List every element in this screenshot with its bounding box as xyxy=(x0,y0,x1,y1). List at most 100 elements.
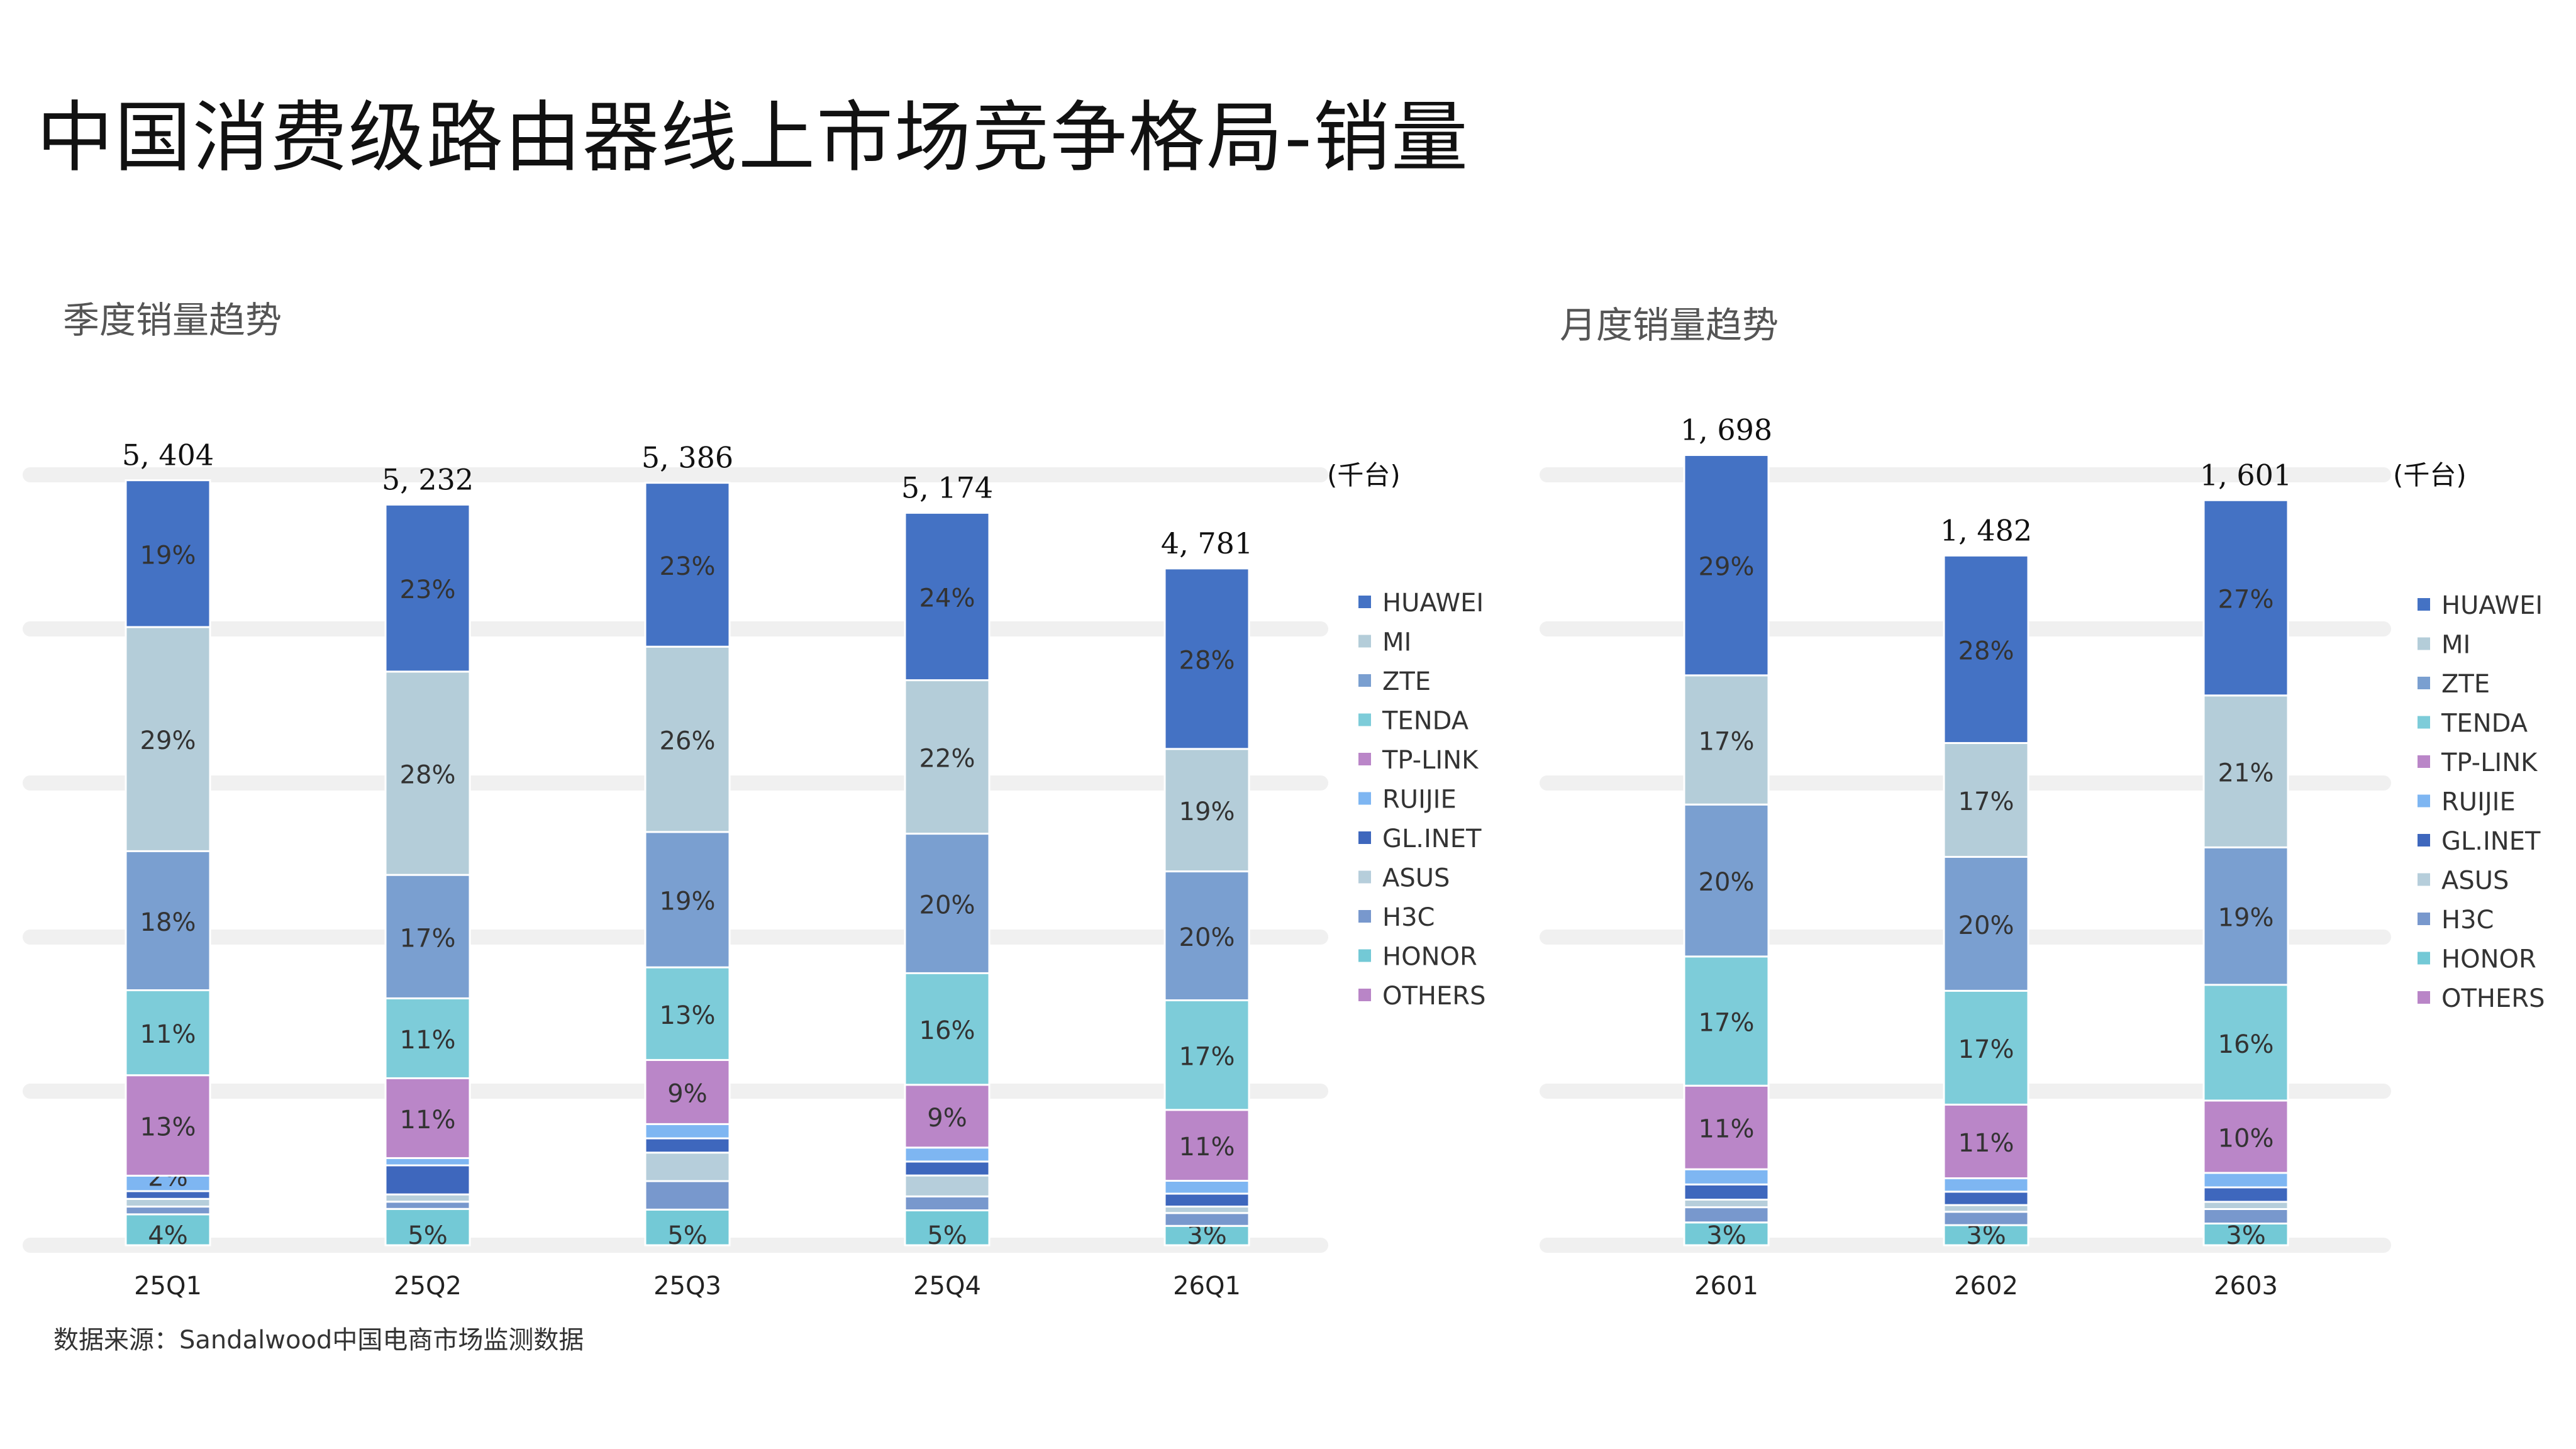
monthly-bar-segment-mi xyxy=(2202,694,2289,848)
quarterly-legend-swatch xyxy=(1358,831,1371,844)
monthly-bar-segment-zte xyxy=(1943,855,2029,992)
monthly-unit-label: (千台) xyxy=(2393,460,2467,491)
monthly-data-label: 17% xyxy=(1958,787,2014,816)
monthly-legend-swatch xyxy=(2418,677,2430,689)
monthly-data-label: 19% xyxy=(2218,904,2274,933)
quarterly-unit-label: (千台) xyxy=(1327,460,1401,491)
quarterly-data-label: 5% xyxy=(408,1221,447,1250)
quarterly-legend-swatch xyxy=(1358,713,1371,726)
quarterly-data-label: 11% xyxy=(400,1026,456,1055)
quarterly-data-label: 16% xyxy=(919,1016,975,1045)
quarterly-data-label: 17% xyxy=(400,924,456,953)
quarterly-data-label: 13% xyxy=(660,1001,716,1030)
quarterly-data-label: 28% xyxy=(1179,646,1235,675)
monthly-legend-swatch xyxy=(2418,794,2430,808)
monthly-legend-label: H3C xyxy=(2441,906,2494,935)
quarterly-legend-swatch xyxy=(1358,753,1371,765)
quarterly-bar-segment-huawei xyxy=(644,482,731,648)
quarterly-bar-segment-h3c xyxy=(644,1180,731,1211)
monthly-bar-segment-glinet xyxy=(2202,1186,2289,1203)
monthly-bar-segment-tplink xyxy=(1943,1103,2029,1180)
quarterly-legend-label: GL.INET xyxy=(1382,824,1482,853)
quarterly-bar-segment-tplink xyxy=(384,1077,471,1159)
quarterly-bar-segment-tplink xyxy=(644,1058,731,1125)
monthly-chart-title: 月度销量趋势 xyxy=(1560,304,1779,347)
quarterly-data-label: 18% xyxy=(140,908,196,937)
monthly-data-label: 20% xyxy=(1699,868,1755,897)
monthly-data-label: 29% xyxy=(1699,553,1755,582)
quarterly-data-label: 29% xyxy=(140,726,196,755)
monthly-legend-label: GL.INET xyxy=(2441,827,2541,856)
quarterly-bar-segment-huawei xyxy=(1163,567,1250,750)
quarterly-bar-segment-mi xyxy=(904,679,991,835)
monthly-bar-segment-mi xyxy=(1943,741,2029,858)
monthly-data-label: 20% xyxy=(1958,911,2014,940)
monthly-bar-segment-tenda xyxy=(1683,955,1770,1087)
quarterly-legend-label: ZTE xyxy=(1382,667,1431,696)
monthly-data-label: 10% xyxy=(2218,1124,2274,1153)
quarterly-bar-segment-zte xyxy=(125,850,211,992)
monthly-bar-segment-tenda xyxy=(1943,989,2029,1106)
quarterly-legend-swatch xyxy=(1358,635,1371,648)
monthly-bar-segment-honor xyxy=(1683,1221,1770,1246)
quarterly-legend-label: ASUS xyxy=(1382,864,1450,893)
quarterly-bar-segment-zte xyxy=(384,874,471,999)
quarterly-data-label: 20% xyxy=(1179,923,1235,952)
quarterly-bar-segment-huawei xyxy=(904,511,991,682)
monthly-bar-segment-h3c xyxy=(1943,1211,2029,1226)
quarterly-legend-swatch xyxy=(1358,596,1371,608)
quarterly-data-label: 17% xyxy=(1179,1043,1235,1072)
quarterly-data-label: 4% xyxy=(148,1221,187,1250)
monthly-bar-segment-asus xyxy=(2202,1201,2289,1210)
monthly-bar-segment-ruijie xyxy=(2202,1172,2289,1189)
monthly-legend-label: ASUS xyxy=(2441,867,2509,896)
quarterly-bar-segment-tenda xyxy=(384,997,471,1079)
quarterly-data-label: 19% xyxy=(140,541,196,570)
monthly-bar-segment-huawei xyxy=(1683,453,1770,677)
monthly-data-label: 28% xyxy=(1958,636,2014,665)
quarterly-total-label: 5, 232 xyxy=(382,462,474,496)
quarterly-total-label: 5, 404 xyxy=(122,438,214,472)
monthly-data-label: 16% xyxy=(2218,1030,2274,1059)
quarterly-data-label: 28% xyxy=(400,761,456,790)
monthly-category-label: 2603 xyxy=(2214,1272,2278,1301)
quarterly-bar-segment-huawei xyxy=(125,479,211,628)
monthly-data-label: 3% xyxy=(2226,1221,2265,1250)
quarterly-bar-segment-tplink xyxy=(125,1074,211,1177)
monthly-legend-swatch xyxy=(2418,716,2430,729)
quarterly-data-label: 23% xyxy=(660,552,716,581)
quarterly-bar-segment-tenda xyxy=(1163,999,1250,1111)
quarterly-total-label: 5, 174 xyxy=(901,470,993,504)
quarterly-legend-label: TENDA xyxy=(1382,707,1469,736)
monthly-bar-segment-zte xyxy=(1683,803,1770,958)
monthly-legend-label: HONOR xyxy=(2441,945,2536,974)
monthly-legend-swatch xyxy=(2418,598,2430,611)
quarterly-data-label: 5% xyxy=(927,1221,967,1250)
quarterly-legend-label: OTHERS xyxy=(1382,982,1485,1011)
quarterly-data-label: 5% xyxy=(667,1221,707,1250)
quarterly-legend-label: HONOR xyxy=(1382,943,1477,972)
monthly-legend-label: TP-LINK xyxy=(2441,748,2538,777)
monthly-legend-swatch xyxy=(2418,637,2430,650)
quarterly-data-label: 9% xyxy=(927,1104,967,1133)
quarterly-bar-segment-mi xyxy=(644,645,731,833)
monthly-legend-label: RUIJIE xyxy=(2441,788,2516,817)
monthly-legend-label: HUAWEI xyxy=(2441,591,2543,620)
quarterly-bar-segment-glinet xyxy=(384,1164,471,1196)
monthly-bar-segment-honor xyxy=(2202,1222,2289,1246)
page-title: 中国消费级路由器线上市场竞争格局-销量 xyxy=(36,93,1470,182)
quarterly-legend-label: RUIJIE xyxy=(1382,786,1457,814)
quarterly-bar-segment-tplink xyxy=(1163,1109,1250,1182)
quarterly-category-label: 26Q1 xyxy=(1173,1272,1241,1301)
quarterly-bar-segment-zte xyxy=(644,831,731,969)
monthly-data-label: 27% xyxy=(2218,586,2274,614)
quarterly-category-label: 25Q3 xyxy=(653,1272,721,1301)
quarterly-bar-segment-tplink xyxy=(904,1084,991,1149)
monthly-bar-segment-glinet xyxy=(1683,1183,1770,1201)
quarterly-total-label: 4, 781 xyxy=(1161,526,1253,560)
quarterly-data-label: 23% xyxy=(400,575,456,604)
quarterly-bar-segment-honor xyxy=(384,1208,471,1246)
quarterly-category-label: 25Q2 xyxy=(394,1272,462,1301)
monthly-bar-segment-h3c xyxy=(2202,1208,2289,1224)
monthly-bar-segment-mi xyxy=(1683,674,1770,806)
